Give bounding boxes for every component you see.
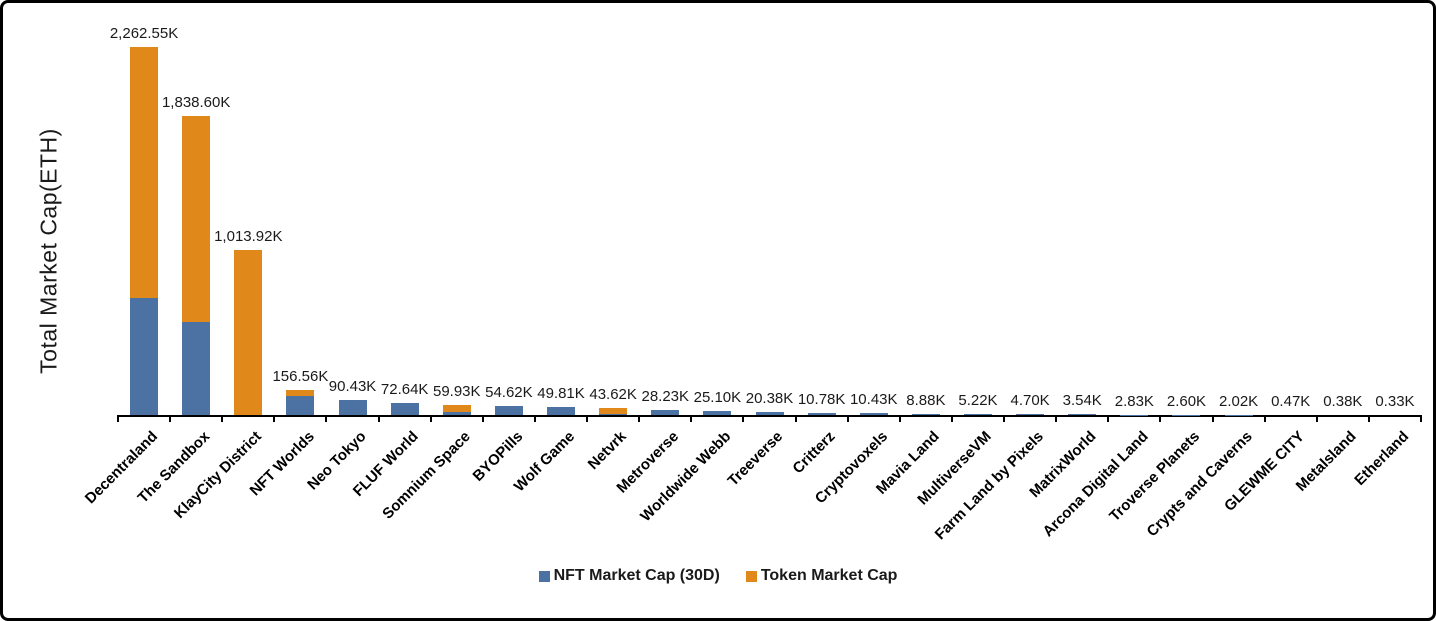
bar-total-label: 0.47K	[1271, 392, 1311, 410]
bar-total-label: 59.93K	[432, 383, 481, 401]
bar-total-label: 28.23K	[641, 388, 690, 406]
bar-total-label: 1,013.92K	[214, 228, 283, 246]
bar-total-label: 2.02K	[1218, 392, 1259, 410]
bar-segment-nft[interactable]	[130, 297, 159, 415]
bar-segment-nft[interactable]	[286, 395, 315, 415]
bar-total-label: 10.78K	[797, 391, 846, 409]
x-axis-tick	[690, 415, 693, 422]
bar-segment-nft[interactable]	[547, 406, 576, 415]
x-axis-tick	[221, 415, 224, 422]
x-axis-tick	[377, 415, 380, 422]
bar-total-label: 49.81K	[537, 384, 585, 402]
bar-total-label: 20.38K	[745, 389, 794, 407]
bar-segment-nft[interactable]	[755, 411, 784, 415]
category-label: Troverse Planets	[1106, 428, 1204, 525]
bar-segment-token[interactable]	[182, 115, 211, 322]
bar-total-label: 0.38K	[1323, 392, 1363, 410]
bar-total-label: 8.88K	[906, 391, 946, 409]
category-label: Netvrk	[585, 428, 631, 474]
category-label: Worldwide Webb	[637, 428, 735, 526]
bar-segment-token[interactable]	[286, 389, 315, 396]
bar-total-label: 10.43K	[849, 391, 898, 409]
x-axis-tick	[794, 415, 797, 422]
x-axis-tick	[638, 415, 641, 422]
category-label: Etherland	[1351, 428, 1412, 489]
bar-segment-nft[interactable]	[1016, 414, 1045, 415]
x-axis-tick	[1367, 415, 1370, 422]
bar-segment-nft[interactable]	[390, 403, 419, 415]
bar-total-label: 0.33K	[1375, 392, 1415, 410]
legend-label-nft: NFT Market Cap (30D)	[553, 567, 720, 584]
x-axis-tick	[846, 415, 849, 422]
legend-swatch-token-icon	[745, 570, 757, 582]
bar-segment-token[interactable]	[442, 405, 471, 413]
x-axis-tick	[1420, 415, 1422, 422]
bar-total-label: 4.70K	[1010, 392, 1050, 410]
bar-segment-token[interactable]	[234, 250, 263, 415]
legend-label-token: Token Market Cap	[760, 567, 898, 584]
bar-total-label: 2,262.55K	[109, 25, 179, 42]
legend-item-nft-market-cap[interactable]: NFT Market Cap (30D)	[538, 567, 720, 585]
x-axis-tick	[169, 415, 172, 422]
bar-segment-nft[interactable]	[442, 412, 471, 415]
bar-total-label: 2.83K	[1114, 392, 1154, 410]
x-axis-tick	[117, 415, 119, 422]
bar-segment-nft[interactable]	[1068, 414, 1097, 415]
x-axis-tick	[325, 415, 328, 422]
bar-total-label: 156.56K	[272, 367, 329, 385]
legend-item-token-market-cap[interactable]: Token Market Cap	[745, 567, 898, 585]
bar-total-label: 1,838.60K	[161, 93, 231, 111]
bar-segment-nft[interactable]	[963, 414, 992, 415]
x-axis-tick	[950, 415, 953, 422]
x-axis-tick	[1315, 415, 1318, 422]
bar-total-label: 90.43K	[328, 378, 377, 396]
x-axis-tick	[586, 415, 589, 422]
x-axis-tick	[533, 415, 536, 422]
bar-segment-nft[interactable]	[182, 321, 211, 415]
plot-area: 2,262.55K Decentraland 1,838.60K The Sandbo…	[3, 3, 1433, 618]
bar-segment-token[interactable]	[599, 407, 628, 414]
x-axis-tick	[898, 415, 901, 422]
category-label: Somnium Space	[379, 428, 474, 523]
bar-total-label: 5.22K	[958, 392, 998, 410]
bar-total-label: 25.10K	[693, 388, 742, 406]
bar-total-label: 72.64K	[380, 381, 429, 399]
x-axis-tick	[742, 415, 745, 422]
x-axis-tick	[1211, 415, 1214, 422]
x-axis-tick	[1107, 415, 1110, 422]
category-label: Treeverse	[724, 428, 787, 490]
x-axis-tick	[429, 415, 432, 422]
bar-segment-nft[interactable]	[651, 410, 680, 415]
x-axis-tick	[481, 415, 484, 422]
bar-segment-nft[interactable]	[911, 413, 940, 415]
bar-segment-nft[interactable]	[338, 400, 367, 415]
bar-total-label: 2.60K	[1166, 392, 1207, 410]
x-axis-tick	[1159, 415, 1162, 422]
x-axis-tick	[1003, 415, 1006, 422]
category-label: Critterz	[789, 428, 839, 478]
x-axis-tick	[1263, 415, 1266, 422]
x-axis-tick	[273, 415, 276, 422]
bar-segment-nft[interactable]	[599, 413, 628, 415]
bar-segment-token[interactable]	[130, 47, 159, 298]
bar-segment-nft[interactable]	[807, 413, 836, 415]
bar-total-label: 43.62K	[589, 385, 637, 403]
bar-segment-nft[interactable]	[703, 410, 732, 415]
bar-total-label: 3.54K	[1062, 392, 1102, 410]
legend: NFT Market Cap (30D) Token Market Cap	[3, 567, 1433, 585]
bar-segment-nft[interactable]	[859, 413, 888, 415]
x-axis-line	[118, 415, 1421, 417]
bar-total-label: 54.62K	[485, 384, 533, 402]
bar-segment-nft[interactable]	[494, 406, 523, 415]
x-axis-tick	[1055, 415, 1058, 422]
legend-swatch-nft-icon	[538, 570, 550, 582]
